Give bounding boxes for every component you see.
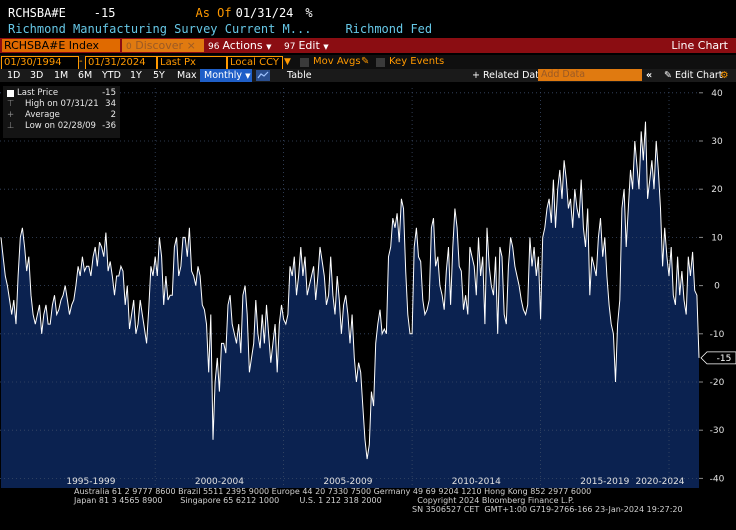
actions-key: 96 (208, 42, 220, 52)
legend-low-value: -36 (102, 121, 116, 131)
series-swatch (7, 90, 14, 97)
x-tick-label: 2005-2009 (323, 477, 372, 487)
period-3d-button[interactable]: 3D (30, 70, 44, 81)
related-data-label: Related Dat (483, 70, 539, 81)
period-1y-button[interactable]: 1Y (130, 70, 142, 81)
y-tick-label: -40 (710, 474, 725, 484)
as-of-label: As Of (195, 6, 232, 20)
chevron-down-icon: ▼ (266, 43, 272, 51)
chart-legend: Last Price -15 ⊤ High on 07/31/21 34 + A… (3, 86, 120, 138)
chevron-down-icon: ▼ (245, 72, 251, 80)
period-1m-button[interactable]: 1M (54, 70, 69, 81)
y-tick-label: -30 (710, 426, 725, 436)
add-data-input[interactable]: Add Data (538, 69, 642, 81)
y-tick-label: -10 (710, 330, 725, 340)
security-header: RCHSBA#E -15 As Of 01/31/24% (8, 6, 313, 20)
collapse-icon[interactable]: « (646, 70, 653, 81)
line-chart-icon[interactable] (256, 70, 270, 81)
series-line (0, 121, 700, 460)
date-separator: - (79, 56, 83, 67)
actions-label: Actions (222, 39, 263, 52)
last-value: -15 (93, 6, 116, 20)
edit-chart-button[interactable]: ✎ Edit Chart (664, 69, 723, 82)
pencil-icon[interactable]: ✎ (361, 56, 370, 67)
footer-contacts-1: Australia 61 2 9777 8600 Brazil 5511 239… (74, 487, 592, 496)
x-tick-label: 1995-1999 (66, 477, 115, 487)
edit-chart-label: Edit Chart (675, 70, 723, 81)
period-5y-button[interactable]: 5Y (153, 70, 165, 81)
frequency-label: Monthly (204, 70, 243, 81)
plus-icon: + (472, 70, 480, 81)
security-field[interactable]: RCHSBA#E Index (2, 39, 120, 52)
actions-menu[interactable]: 96 Actions ▼ (208, 39, 272, 52)
period-ytd-button[interactable]: YTD (102, 70, 121, 81)
start-date-input[interactable]: 01/30/1994 (1, 56, 79, 70)
area-fill (1, 121, 699, 488)
y-tick-label: 40 (711, 89, 723, 99)
x-tick-label: 2015-2019 (580, 477, 629, 487)
y-tick-label: 20 (711, 185, 723, 195)
currency-select[interactable]: Local CCY (227, 56, 283, 70)
y-tick-label: 30 (711, 137, 723, 147)
x-tick-label: 2020-2024 (635, 477, 684, 487)
legend-last-price-label: Last Price (17, 88, 59, 98)
edit-key: 97 (284, 42, 296, 52)
settings-icon[interactable]: ⚙ (720, 70, 729, 81)
as-of-date: 01/31/24 (235, 6, 294, 20)
x-tick-label: 2010-2014 (452, 477, 501, 487)
edit-label: Edit (298, 39, 320, 52)
field-select[interactable]: Last Px (157, 56, 227, 70)
legend-high-label: High on 07/31/21 (25, 99, 99, 109)
pencil-icon: ✎ (664, 70, 672, 81)
y-tick-label: 10 (711, 233, 723, 243)
period-6m-button[interactable]: 6M (78, 70, 93, 81)
legend-average-label: Average (25, 110, 60, 120)
mov-avgs-checkbox[interactable] (300, 58, 309, 67)
legend-high-value: 34 (105, 99, 116, 109)
average-marker-icon: + (7, 110, 15, 120)
ticker-code: RCHSBA#E (8, 6, 66, 20)
mov-avgs-label: Mov Avgs (313, 56, 361, 67)
y-tick-label: -20 (710, 378, 725, 388)
period-max-button[interactable]: Max (177, 70, 197, 81)
description-line: Richmond Manufacturing Survey Current M.… (8, 22, 432, 36)
edit-menu[interactable]: 97 Edit ▼ (284, 39, 329, 52)
legend-average-value: 2 (110, 110, 116, 120)
period-1d-button[interactable]: 1D (7, 70, 21, 81)
footer-session-info: SN 3506527 CET GMT+1:00 G719-2766-166 23… (412, 505, 683, 514)
last-value-label: -15 (717, 354, 732, 364)
line-chart: 40 30 20 10 0 -10 -20 -30 -40 -15 1995-1999 2000-20… (0, 88, 736, 488)
legend-last-price-value: -15 (102, 88, 116, 98)
footer-contacts-2: Japan 81 3 4565 8900 Singapore 65 6212 1… (74, 496, 575, 505)
discover-key: 0 (126, 42, 132, 52)
chart-type-title: Line Chart (671, 39, 728, 52)
y-tick-label: 0 (714, 282, 720, 292)
low-marker-icon: ⊥ (7, 121, 15, 131)
x-tick-label: 2000-2004 (195, 477, 244, 487)
chevron-down-icon: ▼ (323, 43, 329, 51)
key-events-checkbox[interactable] (376, 58, 385, 67)
data-source: Richmond Fed (345, 22, 433, 36)
last-value-marker (700, 351, 736, 365)
discover-label: Discover (135, 39, 184, 52)
discover-button[interactable]: 0 Discover × (122, 39, 204, 52)
table-button[interactable]: Table (287, 70, 312, 81)
legend-low-label: Low on 02/28/09 (25, 121, 96, 131)
security-description: Richmond Manufacturing Survey Current M.… (8, 22, 312, 36)
percent-sign: % (305, 6, 313, 20)
related-data-button[interactable]: + Related Dat (472, 69, 539, 82)
close-icon[interactable]: × (186, 39, 196, 52)
high-marker-icon: ⊤ (7, 99, 15, 109)
dropdown-arrow-icon[interactable]: ▼ (284, 57, 291, 67)
frequency-select[interactable]: Monthly ▼ (200, 69, 252, 82)
end-date-input[interactable]: 01/31/2024 (85, 56, 157, 70)
key-events-label: Key Events (389, 56, 445, 67)
